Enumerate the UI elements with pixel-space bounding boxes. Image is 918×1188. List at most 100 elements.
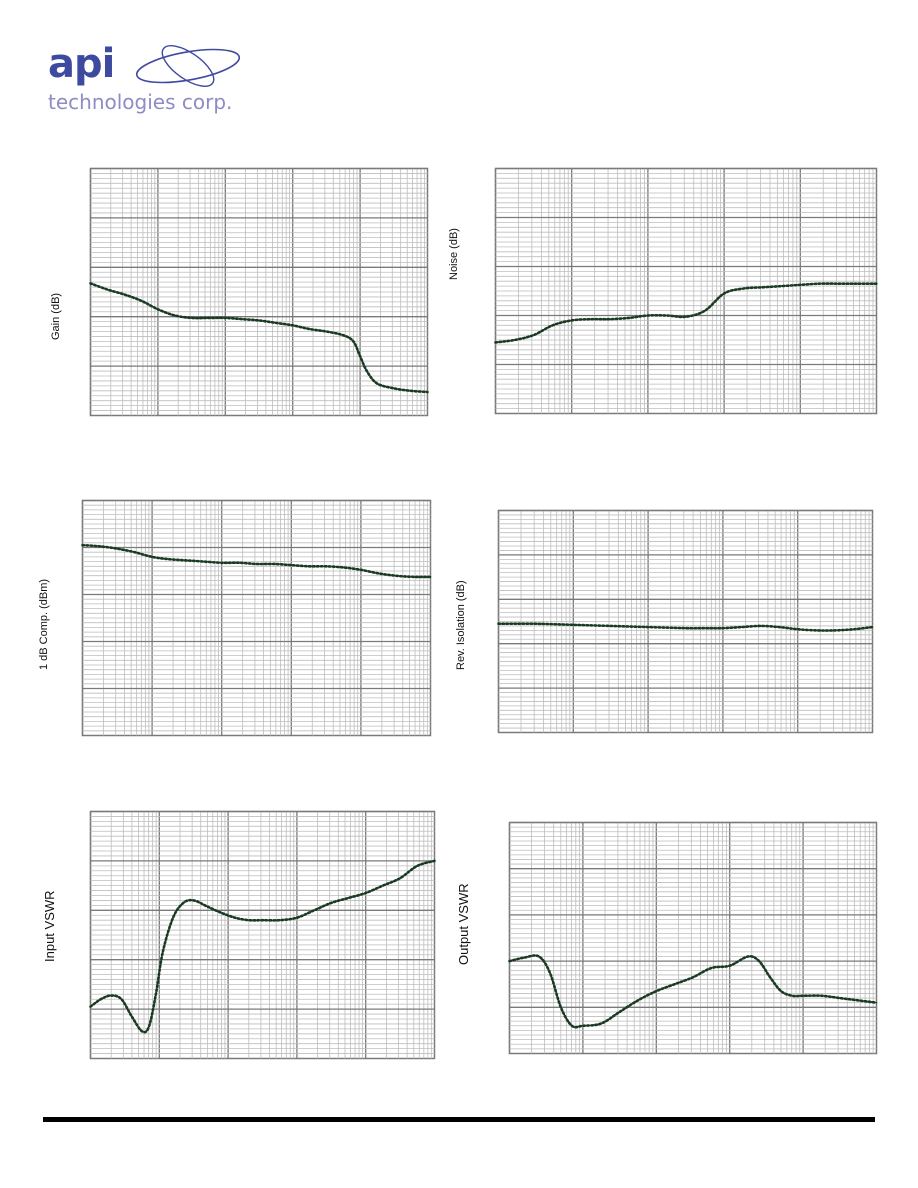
isolation-data-point bbox=[703, 627, 705, 629]
p1db-data-point bbox=[238, 561, 240, 564]
isolation-data-point bbox=[871, 626, 874, 628]
input_vswr-data-point bbox=[330, 902, 333, 904]
noise-ylabel: Noise (dB) bbox=[448, 228, 460, 280]
noise-data-point bbox=[647, 314, 649, 317]
output_vswr-data-point bbox=[600, 1022, 603, 1025]
output_vswr-data-point bbox=[758, 960, 760, 962]
input-vswr-chart bbox=[89, 810, 436, 1060]
company-logo: api technologies corp. bbox=[44, 40, 264, 122]
output_vswr-data-point bbox=[769, 976, 771, 979]
gain-data-point bbox=[376, 382, 378, 385]
gain-data-point bbox=[190, 317, 193, 319]
noise-data-point bbox=[761, 286, 763, 289]
input_vswr-data-point bbox=[148, 1025, 150, 1028]
output_vswr-data-point bbox=[582, 1024, 584, 1027]
noise-data-point bbox=[628, 317, 630, 319]
p1db-data-point bbox=[151, 556, 153, 558]
noise-data-point bbox=[494, 341, 497, 344]
gain-data-point bbox=[173, 314, 176, 317]
output_vswr-data-point bbox=[820, 994, 823, 997]
isolation-data-point bbox=[609, 625, 612, 627]
output_vswr-data-point bbox=[538, 955, 540, 958]
input_vswr-data-point bbox=[100, 998, 102, 1001]
noise-data-point bbox=[570, 319, 573, 322]
output_vswr-data-point bbox=[523, 956, 525, 959]
p1db-data-point bbox=[81, 544, 84, 546]
p1db-data-point bbox=[307, 565, 310, 568]
output_vswr-data-point bbox=[875, 1001, 878, 1004]
gain-data-point bbox=[241, 318, 243, 320]
input_vswr-data-point bbox=[382, 884, 384, 887]
noise-data-point bbox=[780, 285, 783, 287]
gain-data-point bbox=[426, 391, 429, 393]
gain-data-point bbox=[258, 319, 260, 322]
gain-data-point bbox=[106, 288, 109, 291]
output_vswr-data-point bbox=[673, 983, 676, 985]
input_vswr-data-point bbox=[182, 902, 185, 904]
input_vswr-data-point bbox=[110, 994, 112, 997]
noise-data-point bbox=[704, 309, 706, 312]
input-vswr-ylabel: Input VSWR bbox=[42, 890, 57, 962]
input_vswr-data-point bbox=[313, 909, 315, 912]
input_vswr-data-point bbox=[364, 892, 367, 894]
gain-data-point bbox=[89, 282, 92, 285]
gain-data-point bbox=[123, 293, 125, 296]
input_vswr-data-point bbox=[141, 1030, 143, 1033]
isolation-data-point bbox=[815, 629, 818, 632]
isolation-data-point bbox=[647, 626, 649, 628]
isolation-data-point bbox=[497, 622, 500, 625]
p1db-data-point bbox=[377, 572, 380, 575]
input_vswr-data-point bbox=[347, 897, 350, 899]
isolation-data-point bbox=[684, 627, 687, 629]
output_vswr-data-point bbox=[692, 976, 694, 979]
gain-data-point bbox=[366, 370, 368, 372]
output_vswr-data-point bbox=[747, 955, 749, 958]
gain-ylabel: Gain (dB) bbox=[50, 292, 62, 340]
p1db-data-point bbox=[133, 551, 136, 553]
isolation-data-point bbox=[778, 626, 780, 628]
isolation-data-point bbox=[834, 629, 836, 632]
input_vswr-data-point bbox=[206, 905, 209, 908]
noise-data-point bbox=[799, 284, 802, 286]
p1db-data-point bbox=[325, 565, 327, 568]
input_vswr-data-point bbox=[234, 916, 236, 919]
gain-data-point bbox=[275, 322, 277, 324]
output_vswr-data-point bbox=[508, 960, 511, 962]
output_vswr-data-point bbox=[618, 1011, 621, 1013]
gain-data-point bbox=[409, 390, 412, 392]
p1db-data-point bbox=[360, 569, 362, 571]
input_vswr-data-point bbox=[192, 899, 195, 902]
gain-data-point bbox=[342, 334, 345, 337]
logo-main-text: api bbox=[48, 41, 115, 87]
output_vswr-data-point bbox=[791, 994, 793, 997]
output_vswr-data-point bbox=[655, 990, 658, 992]
p1db-data-point bbox=[342, 566, 345, 569]
p1db-data-point bbox=[99, 545, 101, 548]
logo-orbit-icon bbox=[135, 45, 241, 87]
p1db-data-point bbox=[290, 564, 293, 566]
isolation-data-point bbox=[740, 626, 743, 628]
p1db-data-point bbox=[412, 576, 414, 578]
isolation-data-point bbox=[853, 628, 855, 631]
input_vswr-data-point bbox=[161, 951, 164, 954]
logo-sub-text: technologies corp. bbox=[48, 90, 233, 114]
p1db-data-point bbox=[203, 560, 206, 563]
output_vswr-data-point bbox=[839, 997, 841, 999]
p1db-data-point bbox=[273, 563, 275, 565]
gain-chart bbox=[89, 167, 429, 417]
noise-data-point bbox=[551, 324, 554, 327]
noise-data-point bbox=[856, 282, 859, 285]
input_vswr-data-point bbox=[261, 919, 264, 921]
output_vswr-data-point bbox=[857, 999, 859, 1002]
gain-data-point bbox=[359, 355, 361, 358]
isolation-data-point bbox=[535, 622, 537, 625]
p1db-data-point bbox=[168, 558, 171, 561]
input_vswr-data-point bbox=[416, 865, 419, 867]
p1db-data-point bbox=[220, 561, 223, 564]
isolation-data-point bbox=[796, 628, 799, 631]
noise-data-point bbox=[723, 292, 725, 295]
input_vswr-data-point bbox=[89, 1005, 92, 1008]
output_vswr-data-point bbox=[780, 990, 782, 992]
p1db-ylabel: 1 dB Comp. (dBm) bbox=[38, 578, 50, 670]
isolation-data-point bbox=[759, 625, 762, 627]
